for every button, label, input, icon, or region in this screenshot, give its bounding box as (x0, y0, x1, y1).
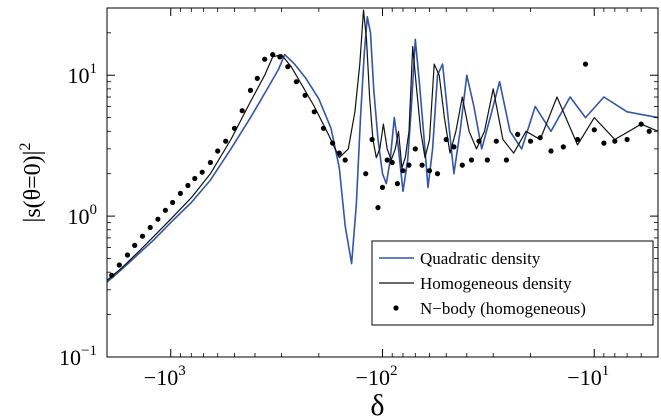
data-point (270, 52, 275, 57)
data-point (125, 252, 130, 257)
data-point (248, 88, 253, 93)
axes: 10−1 100 101 −103 −102 −101 (59, 8, 658, 390)
data-point (109, 273, 114, 278)
data-point (148, 225, 153, 230)
data-point (303, 93, 308, 98)
data-point (192, 176, 197, 181)
data-point (155, 217, 160, 222)
data-point (380, 185, 385, 190)
data-point (538, 135, 543, 140)
data-point (601, 141, 606, 146)
legend-label-n-body-homogeneous: N−body (homogeneous) (420, 299, 586, 318)
legend-label-quadratic-density: Quadratic density (420, 249, 541, 268)
data-point (561, 144, 566, 149)
data-point (223, 139, 228, 144)
data-point (413, 146, 418, 151)
data-point (494, 139, 499, 144)
data-point (232, 126, 237, 131)
data-point (575, 137, 580, 142)
data-point (294, 79, 299, 84)
data-point (277, 54, 282, 59)
data-point (420, 163, 425, 168)
data-point (515, 132, 520, 137)
data-point (337, 151, 342, 156)
data-point (583, 62, 588, 67)
data-point (375, 205, 380, 210)
data-point (208, 160, 213, 165)
y-tick-label: 101 (68, 61, 98, 88)
data-point (262, 57, 267, 62)
data-point (140, 234, 145, 239)
data-point (639, 122, 644, 127)
axis-labels: δ |s(θ=0)|2 (17, 143, 385, 419)
data-point (592, 127, 597, 132)
data-point (163, 208, 168, 213)
data-point (240, 108, 245, 113)
data-point (460, 163, 465, 168)
legend: Quadratic density Homogeneous density N−bo… (372, 241, 653, 325)
data-point (170, 200, 175, 205)
data-point (200, 170, 205, 175)
series-line-homogeneous-density (107, 10, 658, 280)
legend-swatch-n-body-homogeneous (393, 305, 398, 310)
x-tick-label: −101 (567, 363, 609, 390)
data-point (390, 160, 395, 165)
data-point (255, 76, 260, 81)
data-point (528, 139, 533, 144)
data-point (647, 129, 652, 134)
data-point (469, 157, 474, 162)
data-point (132, 243, 137, 248)
data-point (612, 139, 617, 144)
data-point (435, 171, 440, 176)
data-point (385, 157, 390, 162)
legend-label-homogeneous-density: Homogeneous density (420, 274, 572, 293)
data-point (406, 163, 411, 168)
data-point (117, 262, 122, 267)
data-point (330, 141, 335, 146)
data-point (321, 126, 326, 131)
data-point (485, 157, 490, 162)
data-point (400, 168, 405, 173)
data-point (476, 139, 481, 144)
data-point (370, 137, 375, 142)
data-point (185, 183, 190, 188)
x-axis-label: δ (370, 389, 384, 419)
data-point (625, 137, 630, 142)
data-point (504, 157, 509, 162)
data-point (395, 181, 400, 186)
y-tick-label: 10−1 (59, 343, 97, 370)
data-point (444, 137, 449, 142)
data-point (363, 171, 368, 176)
data-point (427, 168, 432, 173)
data-point (178, 191, 183, 196)
data-point (343, 157, 348, 162)
data-point (215, 148, 220, 153)
data-point (451, 144, 456, 149)
data-point (548, 148, 553, 153)
data-point (285, 64, 290, 69)
y-tick-label: 100 (68, 202, 98, 229)
data-point (312, 109, 317, 114)
y-axis-label: |s(θ=0)|2 (17, 143, 46, 223)
x-tick-label: −103 (144, 363, 186, 390)
x-tick-label: −102 (356, 363, 398, 390)
